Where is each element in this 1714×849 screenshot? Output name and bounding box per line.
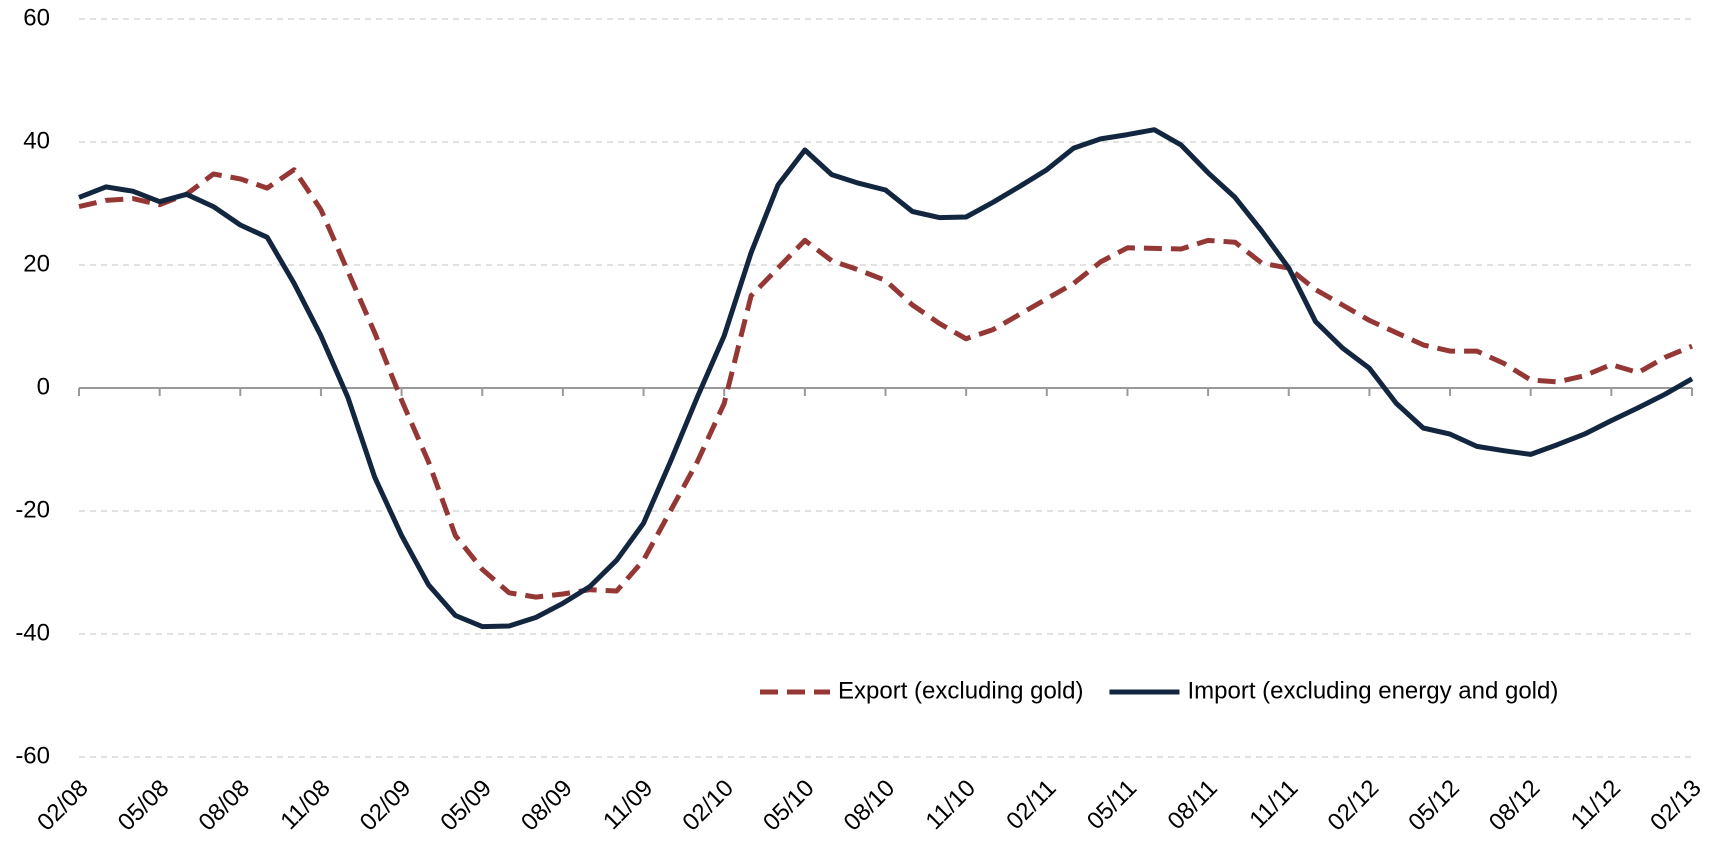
x-tick-label: 02/11: [1001, 775, 1061, 835]
x-tick-label: 05/09: [435, 775, 497, 837]
x-tick-label: 02/12: [1323, 775, 1385, 837]
y-tick-label: -20: [15, 496, 50, 523]
y-tick-label: 20: [23, 250, 50, 277]
x-tick-label: 05/11: [1082, 775, 1142, 835]
legend-label: Export (excluding gold): [838, 677, 1083, 704]
legend: Export (excluding gold) Import (excluding…: [760, 677, 1558, 704]
y-tick-label: 60: [23, 4, 50, 31]
x-tick-label: 11/12: [1566, 775, 1626, 835]
x-tick-label: 05/10: [758, 775, 820, 837]
x-tick-label: 08/11: [1163, 775, 1223, 835]
x-tick-label: 05/08: [113, 775, 175, 837]
x-tick-label: 11/08: [275, 775, 335, 835]
x-tick-label: 02/08: [32, 775, 94, 837]
line-series: [78, 127, 1694, 630]
x-tick-label: 02/09: [355, 775, 417, 837]
x-tick-label: 11/09: [598, 775, 658, 835]
y-tick-label: 0: [37, 373, 50, 400]
x-tick-label: 08/08: [193, 775, 255, 837]
x-tick-label: 08/12: [1484, 775, 1546, 837]
line-series: [78, 167, 1693, 600]
x-tick-label: 08/09: [516, 775, 578, 837]
x-tick-label: 05/12: [1403, 775, 1465, 837]
x-tick-label: 02/13: [1645, 775, 1707, 837]
y-tick-label: -60: [15, 742, 50, 769]
y-tick-label: 40: [23, 127, 50, 154]
x-tick-label: 02/10: [677, 775, 739, 837]
legend-label: Import (excluding energy and gold): [1187, 677, 1558, 704]
x-tick-label: 11/10: [921, 775, 981, 835]
x-tick-label: 08/10: [839, 775, 901, 837]
y-tick-label: -40: [15, 619, 50, 646]
x-tick-label: 11/11: [1244, 775, 1303, 834]
